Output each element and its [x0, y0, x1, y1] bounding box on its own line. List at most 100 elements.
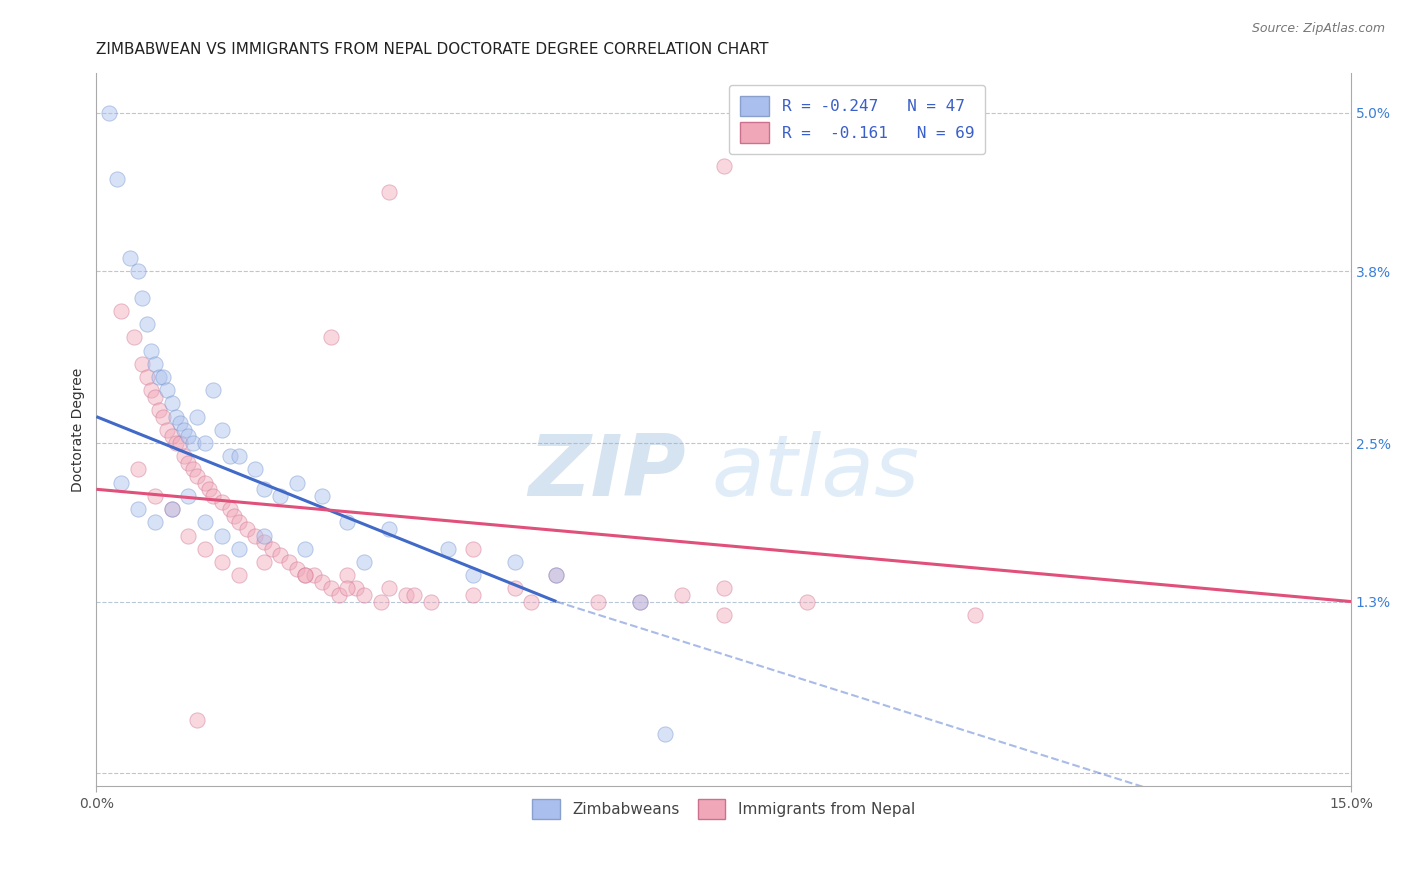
Point: [503, 582, 526, 596]
Point: [202, 383, 225, 397]
Point: [211, 555, 233, 569]
Point: [160, 502, 183, 516]
Point: [353, 555, 375, 569]
Point: [135, 317, 157, 331]
Point: [198, 483, 221, 497]
Point: [285, 475, 308, 490]
Point: [461, 588, 484, 602]
Point: [173, 449, 195, 463]
Point: [219, 502, 242, 516]
Point: [169, 416, 191, 430]
Point: [194, 541, 217, 556]
Point: [253, 535, 276, 549]
Point: [520, 594, 543, 608]
Point: [671, 588, 693, 602]
Y-axis label: Doctorate Degree: Doctorate Degree: [72, 368, 86, 492]
Point: [118, 251, 141, 265]
Point: [319, 330, 342, 344]
Point: [378, 185, 401, 199]
Point: [546, 568, 568, 582]
Point: [143, 357, 166, 371]
Point: [245, 462, 267, 476]
Point: [253, 528, 276, 542]
Point: [165, 436, 187, 450]
Point: [419, 594, 441, 608]
Point: [202, 489, 225, 503]
Point: [319, 582, 342, 596]
Point: [177, 489, 200, 503]
Point: [277, 555, 299, 569]
Point: [302, 568, 325, 582]
Point: [245, 528, 267, 542]
Point: [105, 172, 128, 186]
Point: [160, 429, 183, 443]
Point: [654, 726, 676, 740]
Point: [186, 469, 208, 483]
Point: [194, 516, 217, 530]
Point: [186, 409, 208, 424]
Point: [219, 449, 242, 463]
Point: [194, 436, 217, 450]
Point: [127, 264, 149, 278]
Point: [152, 370, 174, 384]
Point: [336, 568, 359, 582]
Point: [211, 423, 233, 437]
Point: [110, 475, 132, 490]
Point: [160, 396, 183, 410]
Point: [177, 456, 200, 470]
Point: [311, 574, 333, 589]
Point: [378, 522, 401, 536]
Point: [156, 423, 179, 437]
Point: [586, 594, 609, 608]
Point: [253, 483, 276, 497]
Point: [143, 516, 166, 530]
Point: [963, 607, 986, 622]
Point: [294, 568, 316, 582]
Point: [97, 105, 120, 120]
Point: [224, 508, 246, 523]
Point: [127, 462, 149, 476]
Point: [353, 588, 375, 602]
Point: [336, 516, 359, 530]
Point: [328, 588, 350, 602]
Point: [253, 555, 276, 569]
Point: [186, 714, 208, 728]
Point: [181, 462, 204, 476]
Point: [628, 594, 651, 608]
Point: [336, 582, 359, 596]
Text: Source: ZipAtlas.com: Source: ZipAtlas.com: [1251, 22, 1385, 36]
Point: [110, 304, 132, 318]
Point: [165, 409, 187, 424]
Point: [173, 423, 195, 437]
Point: [285, 561, 308, 575]
Point: [156, 383, 179, 397]
Text: ZIP: ZIP: [529, 431, 686, 514]
Point: [148, 370, 170, 384]
Point: [436, 541, 458, 556]
Point: [194, 475, 217, 490]
Point: [713, 582, 735, 596]
Point: [294, 568, 316, 582]
Point: [395, 588, 418, 602]
Point: [177, 429, 200, 443]
Point: [135, 370, 157, 384]
Point: [628, 594, 651, 608]
Point: [404, 588, 426, 602]
Text: ZIMBABWEAN VS IMMIGRANTS FROM NEPAL DOCTORATE DEGREE CORRELATION CHART: ZIMBABWEAN VS IMMIGRANTS FROM NEPAL DOCT…: [97, 42, 769, 57]
Point: [370, 594, 392, 608]
Legend: Zimbabweans, Immigrants from Nepal: Zimbabweans, Immigrants from Nepal: [526, 793, 921, 825]
Point: [344, 582, 367, 596]
Point: [127, 502, 149, 516]
Point: [546, 568, 568, 582]
Point: [139, 343, 162, 358]
Point: [131, 291, 153, 305]
Point: [228, 568, 250, 582]
Point: [294, 541, 316, 556]
Point: [211, 528, 233, 542]
Point: [311, 489, 333, 503]
Point: [148, 403, 170, 417]
Point: [160, 502, 183, 516]
Point: [228, 541, 250, 556]
Point: [228, 516, 250, 530]
Point: [143, 489, 166, 503]
